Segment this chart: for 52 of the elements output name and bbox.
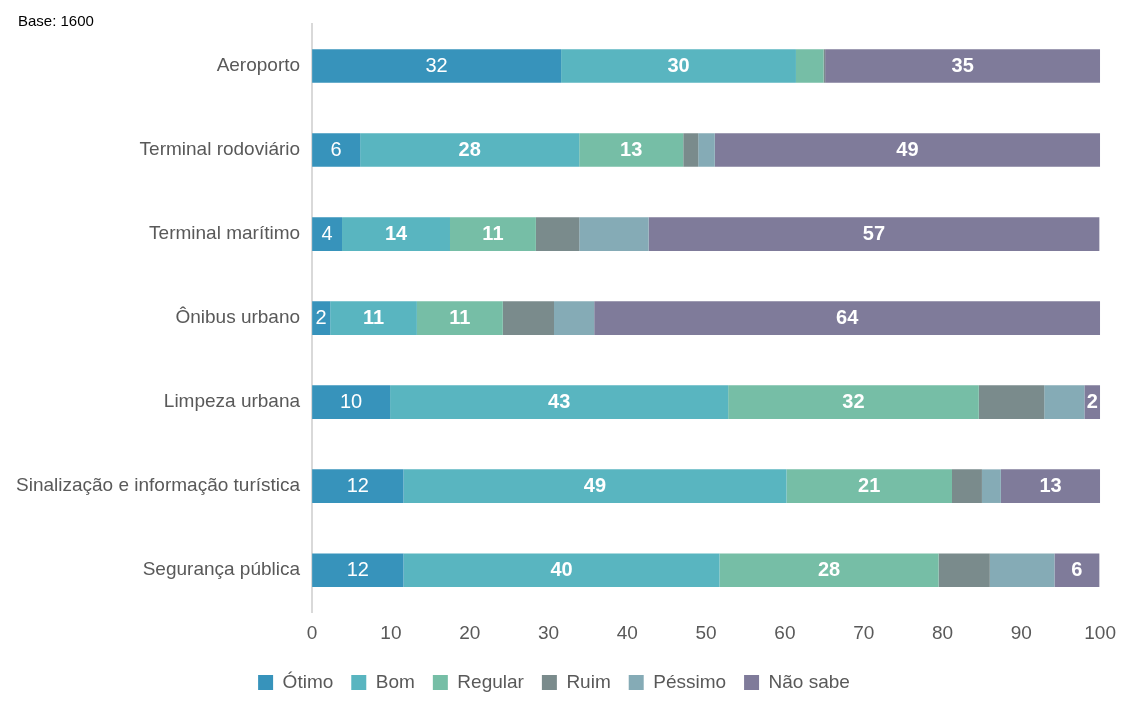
data-label: 28: [458, 137, 481, 160]
x-tick-label: 30: [537, 621, 560, 643]
data-label: 32: [842, 389, 865, 412]
x-tick-label: 0: [306, 621, 318, 643]
text: Base: 1600: [18, 12, 94, 29]
data-label: 13: [620, 137, 643, 160]
x-tick-label: 10: [380, 621, 402, 643]
data-label: 10: [339, 389, 363, 412]
data-label: 11: [482, 221, 504, 244]
x-tick-label: 20: [459, 621, 481, 643]
data-label: 2: [315, 305, 327, 328]
data-label: 14: [384, 221, 409, 244]
data-label: 32: [425, 53, 448, 76]
x-tick-label: 90: [1010, 621, 1032, 643]
data-label: 49: [896, 137, 919, 160]
data-label: 28: [817, 557, 841, 580]
y-tick-label: Ônibus urbano: [175, 306, 301, 328]
data-label: 12: [346, 473, 369, 496]
y-tick-label: Terminal marítimo: [149, 222, 301, 244]
data-label: 4: [321, 221, 333, 244]
x-tick-label: 80: [931, 621, 954, 643]
data-label: 43: [548, 389, 571, 412]
legend-label: Bom: [375, 670, 415, 692]
legend-label: Não sabe: [768, 670, 850, 692]
data-label: 6: [330, 137, 342, 160]
data-label: 40: [550, 557, 573, 580]
y-tick-label: Segurança pública: [142, 558, 301, 580]
data-label: 2: [1086, 389, 1098, 412]
y-tick-label: Terminal rodoviário: [139, 138, 301, 160]
x-tick-label: 50: [695, 621, 717, 643]
data-label: 13: [1039, 473, 1062, 496]
data-label: 49: [583, 473, 607, 496]
y-tick-label: Sinalização e informação turística: [15, 474, 301, 496]
legend-label: Péssimo: [653, 670, 727, 692]
data-label: 21: [858, 473, 881, 496]
data-label: 12: [346, 557, 369, 580]
x-tick-label: 40: [616, 621, 638, 643]
data-label: 35: [951, 53, 974, 76]
data-label: 6: [1071, 557, 1083, 580]
data-label: 30: [667, 53, 690, 76]
data-label: 57: [862, 221, 886, 244]
legend-label: Ótimo: [282, 670, 334, 692]
legend-label: Ruim: [566, 670, 611, 692]
data-label: 64: [836, 305, 860, 328]
y-tick-label: Limpeza urbana: [163, 390, 301, 412]
data-label: 11: [362, 305, 385, 328]
y-tick-label: Aeroporto: [216, 54, 301, 76]
legend-label: Regular: [457, 670, 525, 692]
data-label: 11: [449, 305, 471, 328]
x-tick-label: 60: [774, 621, 796, 643]
x-tick-label: 70: [853, 621, 875, 643]
x-tick-label: 100: [1084, 621, 1116, 643]
